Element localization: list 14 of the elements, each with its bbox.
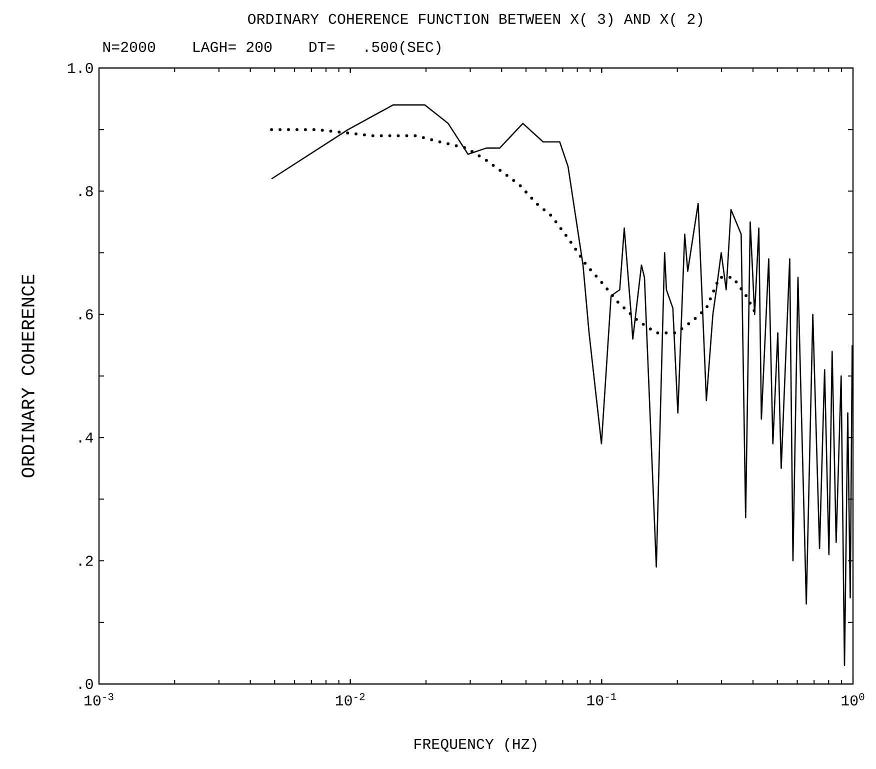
y-tick-label: .2 <box>80 556 93 566</box>
x-tick-label: 10$^{-2}$ <box>336 693 365 706</box>
y-axis-title: ORDINARY COHERENCE <box>22 274 34 478</box>
y-tick-label: 1.0 <box>68 62 93 74</box>
y-tick-label: .6 <box>80 309 93 320</box>
x-tick-label: 10$^{-3}$ <box>84 693 114 706</box>
x-axis-title: FREQUENCY (HZ) <box>414 738 536 752</box>
x-tick-label: 10$^{0}$ <box>842 693 864 706</box>
y-tick-label: .4 <box>80 432 94 443</box>
y-tick-label: .8 <box>80 186 93 196</box>
y-tick-label: .0 <box>80 678 93 690</box>
chart-subtitle: N=2000 LAGH= 200 DT= .500(SEC) <box>103 41 440 55</box>
x-tick-label: 10$^{-1}$ <box>587 693 616 706</box>
chart-title: ORDINARY COHERENCE FUNCTION BETWEEN X( 3) AND X( 2) <box>248 13 702 27</box>
